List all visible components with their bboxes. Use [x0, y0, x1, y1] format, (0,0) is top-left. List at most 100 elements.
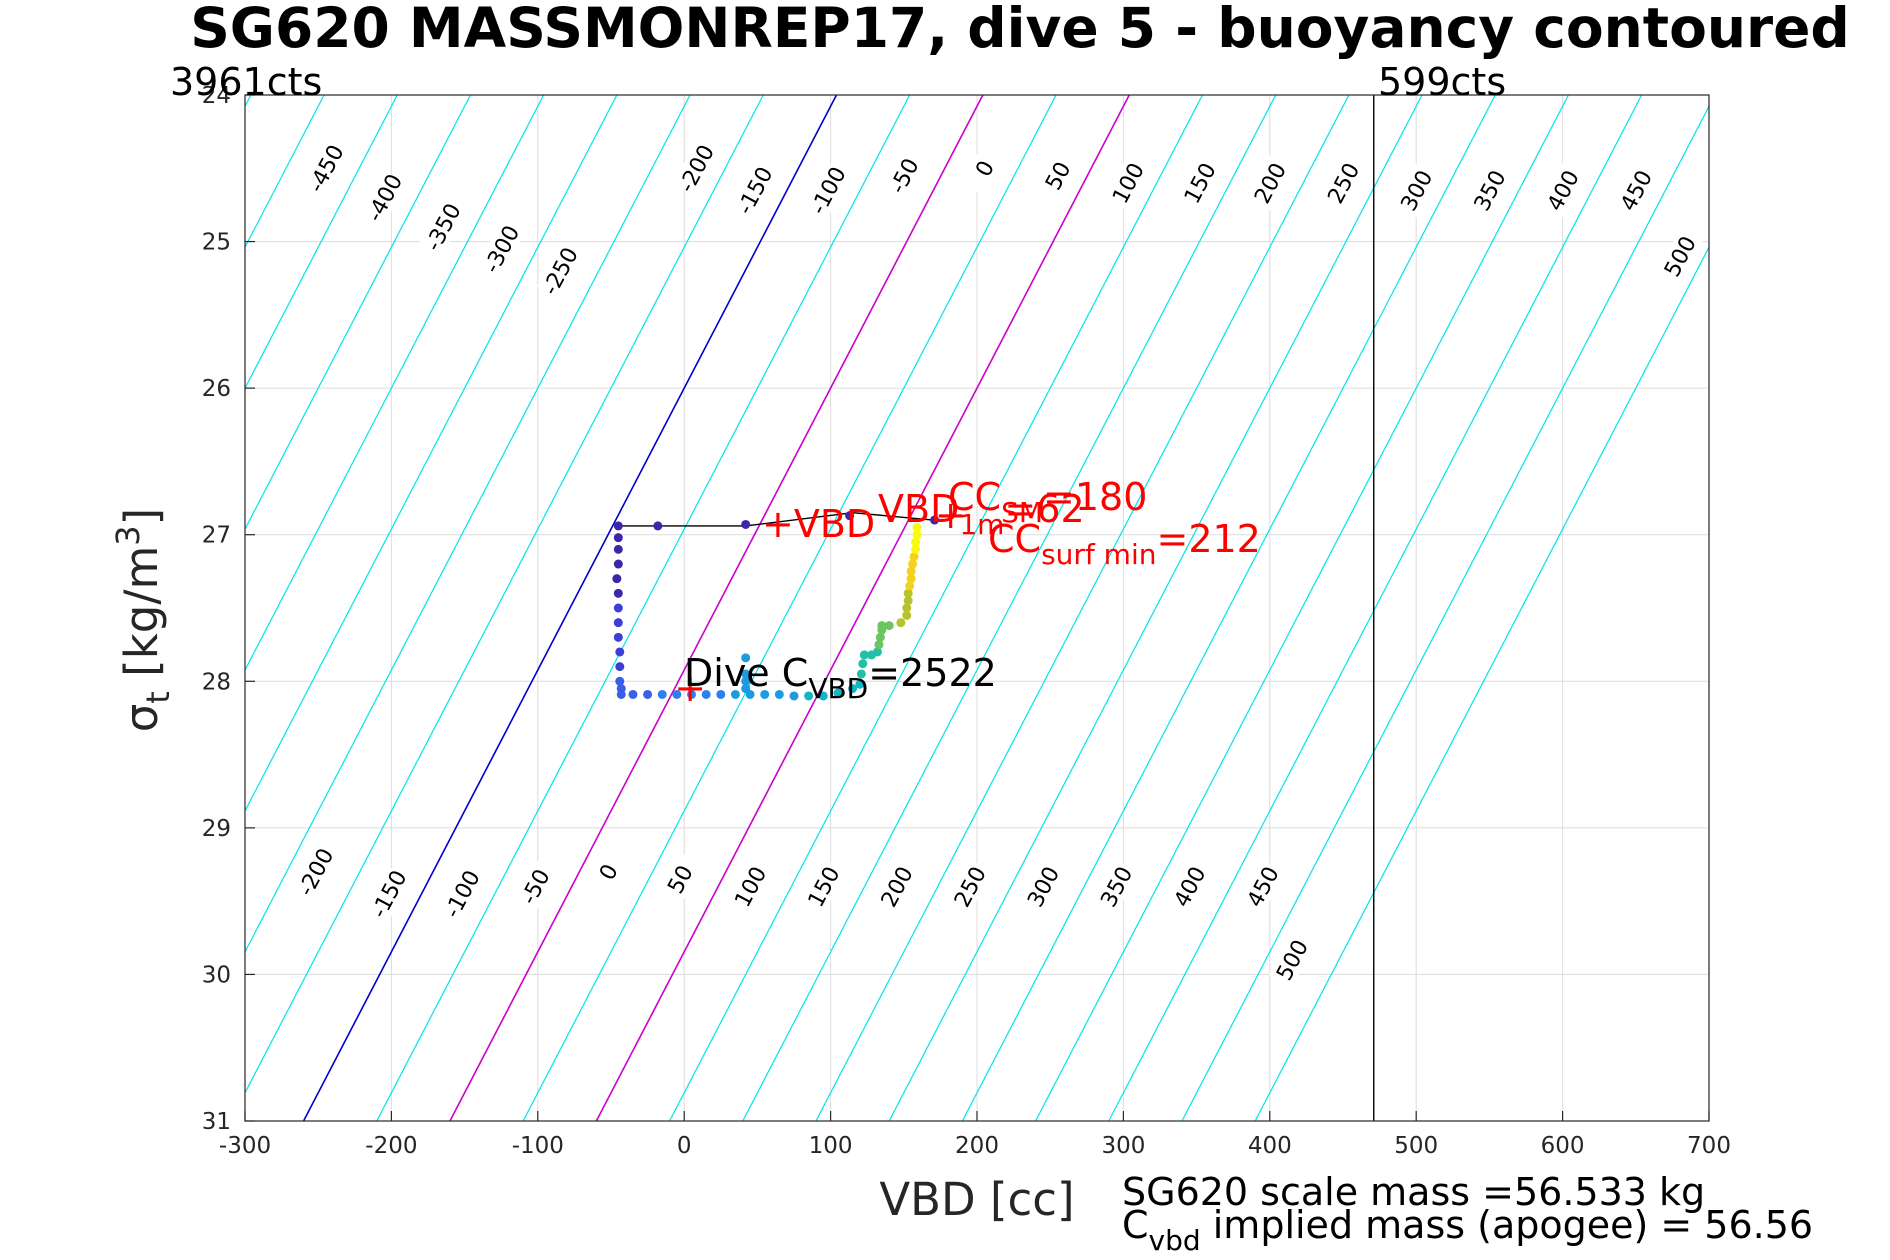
marker-2: +	[935, 493, 967, 537]
contour-label-bg	[804, 162, 851, 218]
contour-line	[1254, 245, 1709, 1121]
trajectory-point	[613, 632, 623, 642]
contour-label-bg	[438, 866, 485, 922]
contour-line	[245, 95, 764, 1095]
trajectory-point	[741, 653, 751, 663]
trajectory-point	[874, 640, 884, 650]
y-label-sub: t	[139, 691, 177, 704]
implied-mass-annotation: Cvbd implied mass (apogee) = 56.56	[1122, 1203, 1813, 1257]
trajectory-point	[903, 596, 913, 606]
trajectory-point	[615, 647, 625, 657]
contour-label-bg	[1034, 148, 1081, 203]
trajectory-point	[716, 689, 726, 699]
contour-label-bg	[1105, 155, 1151, 211]
contour-line	[245, 95, 618, 813]
contour-line	[0, 95, 104, 1121]
apogee-point	[613, 521, 623, 531]
trajectory-point	[615, 676, 625, 686]
contour-label-bg	[361, 170, 407, 225]
contour-line	[888, 95, 1423, 1121]
y-tick-label: 29	[202, 816, 231, 842]
trajectory-point	[905, 581, 915, 591]
contour-line	[245, 95, 545, 672]
x-axis-ticks: -300 -200 -100 0 100 200 300 400 500 600 700	[219, 1111, 1731, 1159]
contour-line	[302, 95, 838, 1121]
trajectory-point	[858, 659, 868, 669]
contour-line	[245, 95, 398, 390]
apogee-point	[741, 519, 751, 529]
x-tick-label: -200	[365, 1133, 417, 1159]
trajectory-point	[612, 574, 622, 584]
trajectory-point	[911, 537, 921, 547]
contour-line	[1181, 104, 1709, 1121]
dive-cvbd-annotation: Dive CVBD=2522	[684, 651, 997, 705]
trajectory-point	[818, 691, 828, 701]
cc-sm-annotation: CCSM=180	[948, 475, 1147, 529]
trajectory-point	[903, 588, 913, 598]
trajectory-point	[741, 676, 751, 686]
vbd-1m-annotation: VBD1m=62	[878, 487, 1085, 541]
y-tick-label: 28	[202, 669, 231, 695]
contour-label-bg	[512, 859, 558, 914]
apogee-point	[653, 521, 663, 531]
corner-label-left: 3961cts	[170, 60, 322, 104]
contour-label-bg	[365, 866, 412, 922]
contour-label-bg	[1247, 155, 1293, 211]
contour-label-bg	[478, 221, 524, 277]
x-tick-label: 100	[809, 1133, 853, 1159]
x-tick-label: 400	[1248, 1133, 1292, 1159]
contour-label-bg	[419, 199, 466, 255]
contour-line	[245, 95, 691, 954]
contour-label-bg	[1613, 162, 1659, 218]
trajectory-point	[896, 618, 906, 628]
contour-label-bg	[1466, 162, 1513, 218]
trajectory-point	[833, 688, 843, 698]
y-label-sup: 3	[109, 525, 147, 545]
y-tick-label: 25	[202, 230, 231, 256]
buoyancy-contours	[0, 95, 1709, 1121]
contour-line	[449, 95, 984, 1121]
trajectory-point	[856, 669, 866, 679]
y-label-units: [kg/m	[115, 546, 168, 691]
x-tick-label: 700	[1687, 1133, 1731, 1159]
trajectory-point	[701, 689, 711, 699]
x-tick-label: -300	[219, 1133, 271, 1159]
trajectory-point	[657, 689, 667, 699]
trajectory-point	[628, 689, 638, 699]
contour-label-bg	[1393, 162, 1439, 218]
contour-label-bg	[585, 844, 631, 900]
contour-label-bg	[1239, 859, 1286, 914]
apogee-point	[930, 515, 940, 525]
trajectory-point	[884, 621, 894, 631]
y-tick-label: 26	[202, 376, 231, 402]
contour-labels: -450-400-350 -300 -250-200 -150 -100 -50 0 50 10…	[292, 140, 1703, 988]
trajectory-point	[906, 574, 916, 584]
trajectory-point	[687, 689, 697, 699]
trajectory-point	[912, 522, 922, 532]
trajectory-point	[741, 684, 751, 694]
contour-label-bg	[302, 140, 349, 196]
contour-line	[245, 95, 471, 531]
trajectory-point	[615, 662, 625, 672]
trajectory-point	[908, 559, 918, 569]
scale-mass-annotation: SG620 scale mass =56.533 kg	[1122, 1170, 1705, 1214]
trajectory-point	[906, 566, 916, 576]
contour-label-bg	[1539, 162, 1586, 218]
trajectory-point	[774, 689, 784, 699]
contour-label-bg	[1320, 155, 1366, 211]
contour-line	[376, 95, 911, 1121]
contour-label-bg	[1269, 932, 1315, 988]
contour-line	[522, 95, 1057, 1121]
trajectory-point	[613, 603, 623, 613]
y-axis-label: σt [kg/m3]	[109, 508, 177, 732]
trajectory-point	[877, 621, 887, 631]
trajectory-point	[616, 689, 626, 699]
contour-label-bg	[727, 859, 773, 914]
trajectory-point	[643, 689, 653, 699]
contour-label-bg	[731, 162, 778, 218]
trajectory-point	[613, 588, 623, 598]
contour-label-bg	[961, 140, 1008, 196]
y-tick-label: 31	[202, 1109, 231, 1135]
trajectory-point	[613, 559, 623, 569]
